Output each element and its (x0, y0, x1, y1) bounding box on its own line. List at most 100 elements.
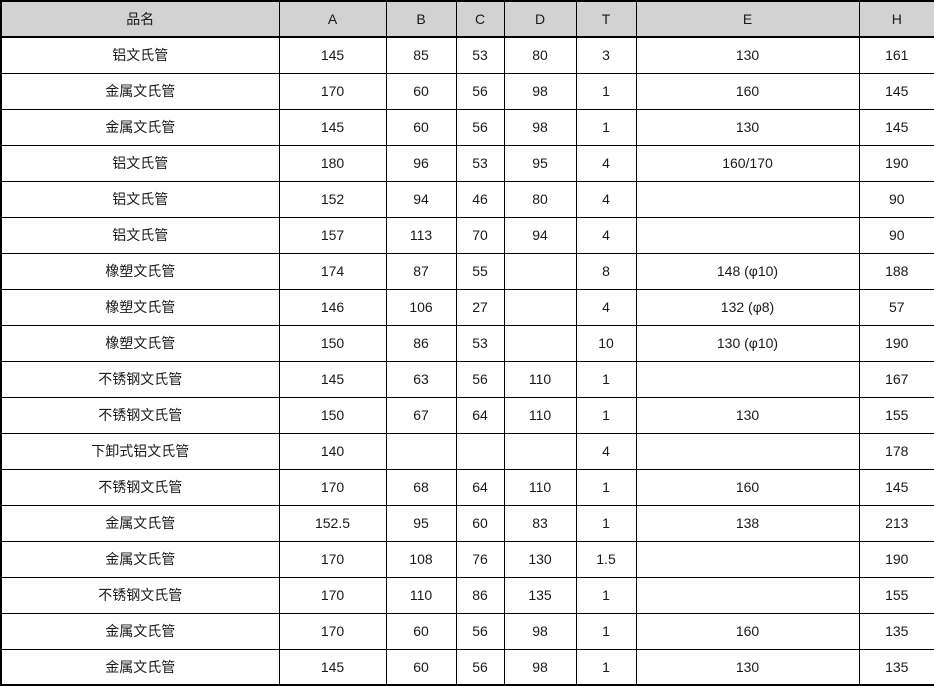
cell-E (635, 432, 860, 470)
cell-B: 60 (385, 108, 457, 146)
cell-A: 150 (278, 396, 387, 434)
table-body: 铝文氏管 145 85 53 80 3 130 161 金属文氏管 170 60 56 98 1 160 14… (0, 36, 934, 686)
cell-T: 1 (575, 612, 637, 650)
cell-D: 83 (503, 504, 577, 542)
cell-E: 130 (635, 108, 860, 146)
table-row: 橡塑文氏管 174 87 55 8 148 (φ10) 188 (0, 252, 934, 290)
cell-B: 86 (385, 324, 457, 362)
table-row: 不锈钢文氏管 150 67 64 110 1 130 155 (0, 396, 934, 434)
column-header-a: A (278, 0, 387, 38)
cell-B: 60 (385, 612, 457, 650)
cell-B: 110 (385, 576, 457, 614)
table-row: 铝文氏管 157 113 70 94 4 90 (0, 216, 934, 254)
cell-D (503, 252, 577, 290)
cell-C: 56 (455, 72, 505, 110)
cell-E: 130 (φ10) (635, 324, 860, 362)
cell-H: 135 (858, 648, 934, 686)
cell-A: 170 (278, 612, 387, 650)
cell-C: 70 (455, 216, 505, 254)
cell-H: 188 (858, 252, 934, 290)
cell-C: 64 (455, 468, 505, 506)
cell-D: 110 (503, 396, 577, 434)
table-row: 铝文氏管 180 96 53 95 4 160/170 190 (0, 144, 934, 182)
cell-H: 155 (858, 396, 934, 434)
cell-E (635, 216, 860, 254)
cell-name: 不锈钢文氏管 (0, 360, 280, 398)
cell-E: 160 (635, 468, 860, 506)
cell-T: 1.5 (575, 540, 637, 578)
cell-name: 金属文氏管 (0, 504, 280, 542)
cell-E: 160/170 (635, 144, 860, 182)
cell-A: 152.5 (278, 504, 387, 542)
cell-E (635, 180, 860, 218)
cell-A: 170 (278, 72, 387, 110)
cell-B: 94 (385, 180, 457, 218)
cell-B: 67 (385, 396, 457, 434)
cell-A: 170 (278, 540, 387, 578)
cell-H: 161 (858, 36, 934, 74)
cell-C: 56 (455, 612, 505, 650)
cell-H: 135 (858, 612, 934, 650)
cell-name: 金属文氏管 (0, 540, 280, 578)
cell-E: 160 (635, 612, 860, 650)
cell-B: 60 (385, 72, 457, 110)
cell-name: 下卸式铝文氏管 (0, 432, 280, 470)
cell-C: 56 (455, 648, 505, 686)
cell-D: 135 (503, 576, 577, 614)
column-header-name: 品名 (0, 0, 280, 38)
cell-T: 4 (575, 180, 637, 218)
cell-A: 145 (278, 360, 387, 398)
cell-H: 167 (858, 360, 934, 398)
cell-T: 3 (575, 36, 637, 74)
column-header-b: B (385, 0, 457, 38)
cell-D: 98 (503, 108, 577, 146)
cell-A: 140 (278, 432, 387, 470)
cell-C: 27 (455, 288, 505, 326)
cell-H: 90 (858, 180, 934, 218)
cell-A: 170 (278, 576, 387, 614)
cell-D: 110 (503, 468, 577, 506)
cell-name: 橡塑文氏管 (0, 252, 280, 290)
cell-H: 213 (858, 504, 934, 542)
header-row: 品名 A B C D T E H (0, 0, 934, 38)
cell-C: 55 (455, 252, 505, 290)
cell-D (503, 432, 577, 470)
cell-H: 155 (858, 576, 934, 614)
cell-T: 1 (575, 360, 637, 398)
cell-H: 145 (858, 468, 934, 506)
cell-T: 4 (575, 432, 637, 470)
column-header-t: T (575, 0, 637, 38)
cell-C: 76 (455, 540, 505, 578)
cell-name: 不锈钢文氏管 (0, 468, 280, 506)
table-row: 铝文氏管 152 94 46 80 4 90 (0, 180, 934, 218)
cell-name: 铝文氏管 (0, 144, 280, 182)
cell-A: 152 (278, 180, 387, 218)
table-row: 金属文氏管 170 60 56 98 1 160 145 (0, 72, 934, 110)
column-header-h: H (858, 0, 934, 38)
cell-D (503, 324, 577, 362)
cell-E: 160 (635, 72, 860, 110)
cell-E: 148 (φ10) (635, 252, 860, 290)
cell-E: 138 (635, 504, 860, 542)
cell-B: 96 (385, 144, 457, 182)
cell-name: 金属文氏管 (0, 648, 280, 686)
cell-B: 106 (385, 288, 457, 326)
cell-name: 不锈钢文氏管 (0, 576, 280, 614)
cell-C: 86 (455, 576, 505, 614)
cell-D: 98 (503, 612, 577, 650)
table-row: 橡塑文氏管 146 106 27 4 132 (φ8) 57 (0, 288, 934, 326)
cell-B (385, 432, 457, 470)
cell-H: 57 (858, 288, 934, 326)
cell-A: 145 (278, 108, 387, 146)
cell-E (635, 576, 860, 614)
table-row: 金属文氏管 152.5 95 60 83 1 138 213 (0, 504, 934, 542)
cell-T: 10 (575, 324, 637, 362)
table-row: 金属文氏管 145 60 56 98 1 130 145 (0, 108, 934, 146)
cell-B: 68 (385, 468, 457, 506)
cell-name: 橡塑文氏管 (0, 288, 280, 326)
table-row: 铝文氏管 145 85 53 80 3 130 161 (0, 36, 934, 74)
cell-T: 4 (575, 288, 637, 326)
table-row: 橡塑文氏管 150 86 53 10 130 (φ10) 190 (0, 324, 934, 362)
